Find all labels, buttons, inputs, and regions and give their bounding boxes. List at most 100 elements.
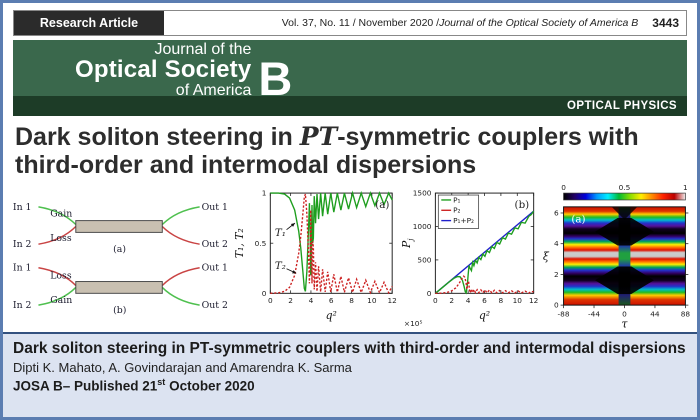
loss-arm-out [161,225,200,245]
stray-exponent-label: ×10⁵ [404,319,423,328]
gain-arm-in [38,206,77,226]
svg-text:12: 12 [388,296,397,305]
svg-text:0: 0 [433,296,438,305]
journal-banner: Journal of the Optical Society of Americ… [13,40,687,116]
out1-label-b: Out 1 [202,263,228,274]
svg-text:1500: 1500 [413,189,432,198]
pt-symbol: PT [299,122,338,151]
loss-arm-in [38,225,77,245]
transmission-plot: 0 2 4 6 8 10 12 0 0.5 1 T₁, T₂ q² (a) T₁ T₂ [233,189,397,322]
svg-text:6: 6 [482,296,487,305]
research-article-badge: Research Article [14,11,164,35]
issue-text: Vol. 37, No. 11 / November 2020 / [281,17,440,29]
svg-text:T₂: T₂ [275,260,286,272]
svg-text:P₁+P₂: P₁+P₂ [453,216,474,225]
svg-text:4: 4 [554,239,559,248]
gain-label-b: Gain [50,295,72,306]
series-P₂ [435,275,534,296]
logo-letter-b: B [258,52,293,106]
y-axis-label: ξ [543,250,550,263]
gain-arm-out [161,206,200,226]
x-axis-label: q² [479,309,490,322]
svg-text:1000: 1000 [413,222,432,231]
svg-text:6: 6 [554,209,559,218]
svg-text:500: 500 [418,255,432,264]
svg-text:4: 4 [309,296,314,305]
svg-text:0: 0 [427,289,432,298]
svg-text:12: 12 [529,296,538,305]
loss-arm-out-b [161,267,200,286]
top-bar: Research Article Vol. 37, No. 11 / Novem… [13,10,687,36]
colorbar: 0 0.5 1 [561,183,688,201]
svg-text:0.5: 0.5 [618,183,630,192]
svg-text:8: 8 [349,296,354,305]
svg-text:88: 88 [680,309,690,318]
svg-text:-44: -44 [588,309,600,318]
svg-text:1: 1 [262,189,267,198]
article-title: Dark soliton steering in PT-symmetric co… [15,122,639,180]
logo-line-3: of America [175,81,252,99]
svg-text:1: 1 [683,183,688,192]
panel-a-label: (a) [113,244,126,255]
in2-label: In 2 [13,239,32,250]
heatmap-field [562,206,686,306]
panel-b-label: (b) [113,305,126,316]
svg-text:0: 0 [268,296,273,305]
series-T₂ [270,193,393,295]
svg-text:10: 10 [367,296,377,305]
svg-text:6: 6 [329,296,334,305]
in1-label-b: In 1 [13,263,32,274]
y-axis-label: T₁, T₂ [233,228,246,258]
in2-label-b: In 2 [13,300,32,311]
out2-label-b: Out 2 [202,300,228,311]
coupler-diagram-figure: In 1 In 2 Gain Loss Out 1 Out 2 (a) In 1… [13,202,228,316]
svg-text:-88: -88 [557,309,569,318]
series-lines [270,190,393,295]
gain-arm-in-b [38,286,77,306]
series-T₁ [270,190,393,292]
x-axis-label: τ [621,318,628,330]
svg-text:2: 2 [554,270,559,279]
panel-label: (a) [571,214,585,226]
journal-name: Journal of the Optical Society of Americ… [439,17,639,29]
loss-arm-in-b [38,267,77,286]
svg-text:44: 44 [650,309,660,318]
logo-line-2: Optical Society [75,56,252,84]
banner-main: Journal of the Optical Society of Americ… [13,40,687,106]
svg-text:8: 8 [499,296,504,305]
footer-published: JOSA B– Published 21st October 2020 [13,377,255,394]
curve-annotations: T₁ T₂ [275,222,297,274]
panel-label: (a) [375,199,389,211]
svg-text:10: 10 [513,296,523,305]
axes: 0 2 4 6 8 10 12 0 0.5 1 [255,189,397,306]
out1-label: Out 1 [202,202,228,213]
heatmap-axes: -88 -44 0 44 88 0 2 4 6 [554,209,690,319]
svg-text:0.5: 0.5 [255,239,267,248]
x-axis-label: q² [326,309,337,322]
svg-text:P₁: P₁ [453,195,460,204]
panel-label: (b) [515,199,530,211]
svg-text:P₂: P₂ [453,206,460,215]
footer-title: Dark soliton steering in PT-symmetric co… [13,340,686,357]
coupler-body [75,220,163,233]
figure-strip: In 1 In 2 Gain Loss Out 1 Out 2 (a) In 1… [3,180,697,332]
dark-soliton-cross [594,266,654,295]
svg-text:0: 0 [622,309,627,318]
svg-text:2: 2 [450,296,455,305]
section-label: OPTICAL PHYSICS [13,96,687,116]
svg-text:0: 0 [262,289,267,298]
loss-label: Loss [50,233,72,244]
issue-info: Vol. 37, No. 11 / November 2020 / Journa… [164,11,686,35]
out2-label: Out 2 [202,239,228,250]
footer-summary: Dark soliton steering in PT-symmetric co… [3,332,697,417]
svg-text:T₁: T₁ [275,227,286,239]
svg-text:4: 4 [466,296,471,305]
loss-label-b: Loss [50,271,72,282]
gain-label: Gain [50,209,72,220]
josa-b-logo: Journal of the Optical Society of Americ… [75,41,293,106]
logo-line-1: Journal of the [154,41,252,58]
